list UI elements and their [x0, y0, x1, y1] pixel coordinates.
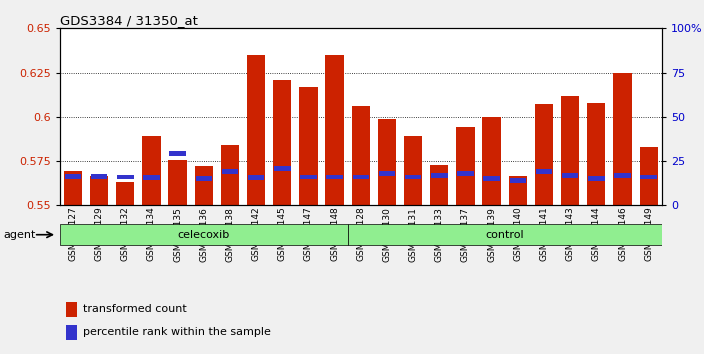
Bar [66, 302, 77, 317]
Bar [639, 147, 658, 205]
Bar [327, 175, 343, 179]
Text: control: control [486, 229, 524, 240]
Bar [117, 175, 134, 179]
Bar [274, 166, 291, 171]
Bar [561, 96, 579, 205]
Bar [405, 175, 422, 179]
Bar [484, 176, 500, 181]
Bar [613, 73, 631, 205]
Bar [430, 165, 448, 205]
Bar [641, 175, 657, 179]
Bar [170, 150, 186, 155]
Bar [91, 173, 107, 178]
Bar [60, 224, 348, 245]
Bar [510, 178, 526, 183]
Bar [221, 145, 239, 205]
Bar [456, 127, 474, 205]
Bar [273, 80, 291, 205]
Bar [90, 176, 108, 205]
Bar [588, 176, 605, 181]
Text: agent: agent [4, 230, 36, 240]
Bar [222, 169, 238, 174]
Bar [66, 325, 77, 340]
Bar [587, 103, 605, 205]
Bar [168, 160, 187, 205]
Bar [116, 182, 134, 205]
Text: celecoxib: celecoxib [177, 229, 230, 240]
Bar [196, 176, 212, 181]
Bar [353, 175, 369, 179]
Bar [404, 136, 422, 205]
Bar [562, 173, 579, 178]
Text: percentile rank within the sample: percentile rank within the sample [82, 327, 270, 337]
Bar [431, 173, 448, 178]
Bar [248, 175, 265, 180]
Bar [379, 171, 395, 176]
Bar [457, 171, 474, 176]
Bar [348, 224, 662, 245]
Bar [142, 136, 161, 205]
Bar [143, 175, 160, 180]
Bar [535, 104, 553, 205]
Bar [247, 55, 265, 205]
Bar [351, 106, 370, 205]
Bar [325, 55, 344, 205]
Bar [194, 166, 213, 205]
Bar [65, 173, 81, 178]
Text: GDS3384 / 31350_at: GDS3384 / 31350_at [60, 14, 198, 27]
Bar [378, 119, 396, 205]
Text: transformed count: transformed count [82, 304, 187, 314]
Bar [300, 175, 317, 179]
Bar [509, 176, 527, 205]
Bar [536, 169, 552, 174]
Bar [482, 117, 501, 205]
Bar [615, 173, 631, 178]
Bar [299, 87, 318, 205]
Bar [64, 171, 82, 205]
